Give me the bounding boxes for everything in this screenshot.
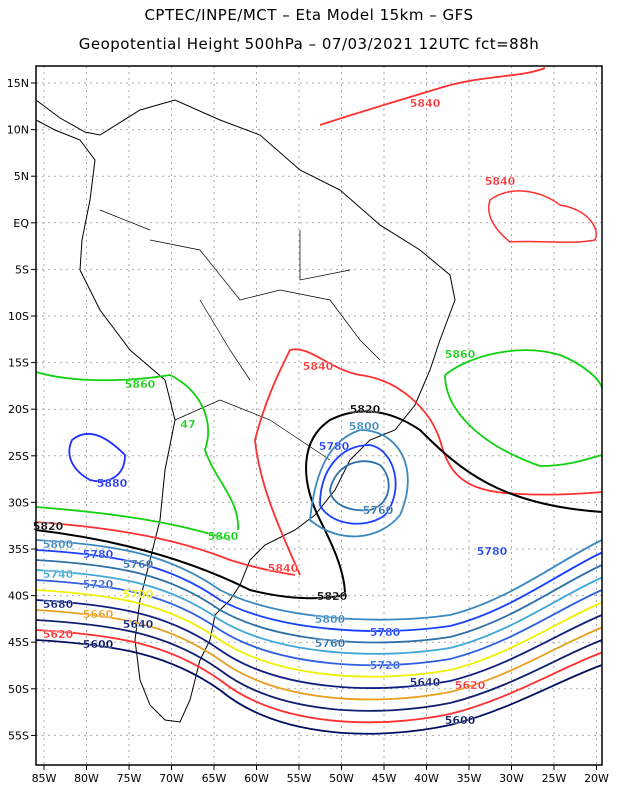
contour-5860 [35, 371, 239, 531]
contour-label: 5820 [317, 590, 348, 603]
contour-label: 5620 [43, 628, 74, 641]
lon-tick-label: 65W [202, 772, 227, 785]
lon-tick-label: 25W [542, 772, 567, 785]
contour-5720 [35, 579, 603, 667]
contour-5660 [35, 609, 603, 701]
contour-label: 5760 [123, 558, 154, 571]
lon-tick-label: 40W [414, 772, 439, 785]
lon-tick-label: 45W [372, 772, 397, 785]
lon-tick-label: 50W [329, 772, 354, 785]
contour-5840 [319, 67, 546, 126]
contour-5640 [35, 619, 603, 712]
lon-tick-label: 60W [244, 772, 269, 785]
contour-label: 5800 [315, 613, 346, 626]
lon-tick-label: 20W [584, 772, 609, 785]
contour-label: 5600 [445, 714, 476, 727]
contour-label: 5600 [83, 638, 114, 651]
contour-5860 [444, 374, 603, 467]
lon-tick-label: 85W [32, 772, 57, 785]
title-line-1: CPTEC/INPE/MCT – Eta Model 15km – GFS [144, 6, 474, 24]
lat-tick-label: 10S [8, 310, 29, 323]
contour-5840 [35, 348, 603, 576]
lat-tick-label: 30S [8, 496, 29, 509]
lat-tick-label: 5S [15, 263, 29, 276]
contour-label: 5780 [477, 545, 508, 558]
contour-5800 [35, 539, 603, 621]
country-borders [99, 209, 381, 461]
contour-5860 [444, 349, 603, 389]
contour-5780 [319, 444, 397, 525]
lon-tick-label: 35W [457, 772, 482, 785]
lat-tick-label: 35S [8, 543, 29, 556]
contour-5800 [309, 429, 409, 538]
contour-label: 5820 [350, 403, 381, 416]
lat-tick-label: 10N [7, 124, 29, 137]
lat-tick-label: 40S [8, 590, 29, 603]
lat-tick-label: 25S [8, 450, 29, 463]
title-line-2: Geopotential Height 500hPa – 07/03/2021 … [78, 35, 540, 53]
contour-label: 5840 [303, 360, 334, 373]
contour-label: 5620 [455, 679, 486, 692]
contour-5600 [35, 639, 603, 735]
lat-tick-label: 45S [8, 636, 29, 649]
lat-tick-label: 55S [8, 729, 29, 742]
lat-tick-label: 15S [8, 357, 29, 370]
contour-label: 5740 [43, 568, 74, 581]
contour-5740 [35, 569, 603, 655]
contour-label: 5720 [370, 659, 401, 672]
contour-5700 [35, 589, 603, 678]
contour-label: 5660 [83, 608, 114, 621]
lon-tick-label: 55W [287, 772, 312, 785]
contour-label: 5840 [410, 97, 441, 110]
contour-label: 5820 [33, 520, 64, 533]
lat-tick-label: 20S [8, 403, 29, 416]
contour-label: 5780 [319, 440, 350, 453]
contour-label: 5840 [485, 175, 516, 188]
contour-5760 [329, 460, 390, 512]
lat-tick-label: EQ [13, 217, 29, 230]
contour-5780 [35, 549, 603, 632]
lon-tick-label: 30W [499, 772, 524, 785]
contour-label: 5780 [83, 548, 114, 561]
lon-tick-label: 80W [74, 772, 99, 785]
contour-label: 5860 [125, 378, 156, 391]
contour-label: 5640 [123, 618, 154, 631]
lat-tick-label: 5N [14, 170, 29, 183]
contour-label: 5800 [43, 538, 74, 551]
contour-label: 5780 [370, 626, 401, 639]
contour-label: 5720 [83, 578, 114, 591]
lat-tick-label: 50S [8, 683, 29, 696]
lon-tick-label: 70W [159, 772, 184, 785]
lon-tick-label: 75W [117, 772, 142, 785]
contour-label: 5640 [410, 676, 441, 689]
contour-label: 5860 [208, 530, 239, 543]
contour-5880 [68, 432, 126, 483]
contour-label: 5840 [268, 562, 299, 575]
contour-5820 [35, 410, 603, 600]
lat-tick-label: 15N [7, 77, 29, 90]
contour-label: 5760 [315, 637, 346, 650]
contour-label: 5700 [123, 588, 154, 601]
contour-5760 [35, 559, 603, 644]
contour-label: 5760 [363, 504, 394, 517]
contour-label: 5800 [349, 420, 380, 433]
contour-5620 [35, 629, 603, 724]
contour-5840 [488, 190, 597, 244]
contour-label: 5880 [97, 477, 128, 490]
contour-label: 47 [180, 418, 195, 431]
map-frame [35, 65, 603, 766]
contour-label: 5680 [43, 598, 74, 611]
contour-5860 [35, 506, 231, 541]
contour-5680 [35, 599, 603, 689]
contour-label: 5860 [445, 348, 476, 361]
